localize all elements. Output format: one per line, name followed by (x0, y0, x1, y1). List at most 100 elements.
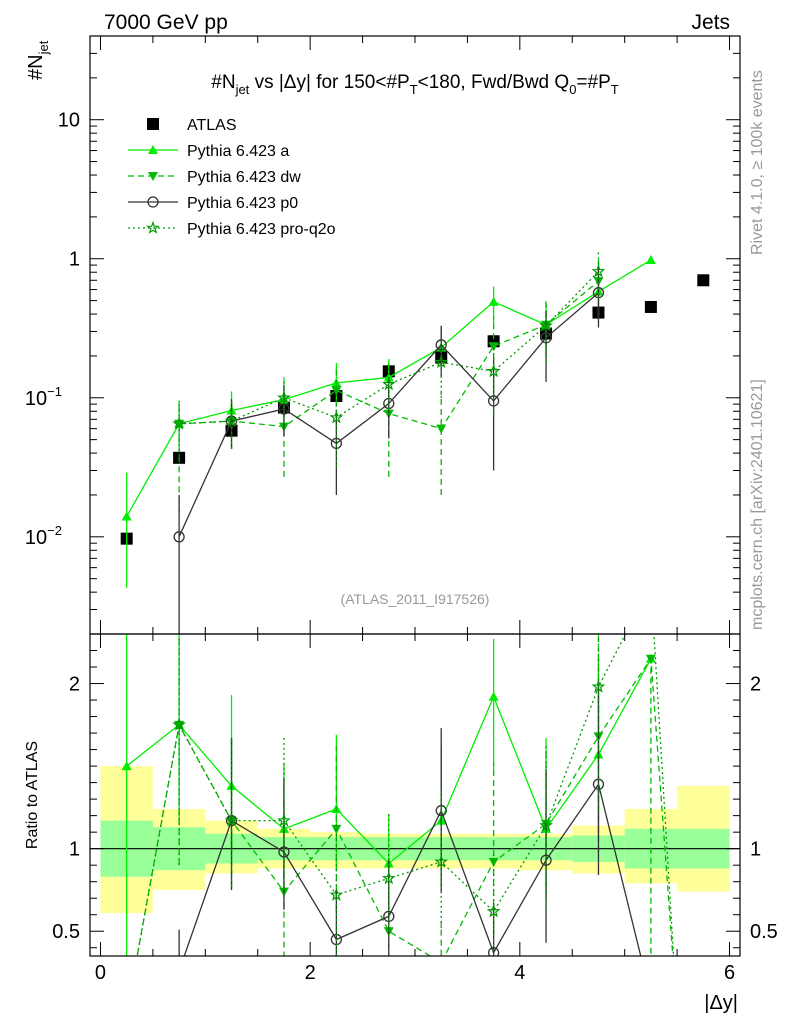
point-pythia_pro_q2o (224, 413, 239, 427)
legend-label-pythia_p0: Pythia 6.423 p0 (187, 195, 298, 212)
title-p-sub: T (410, 82, 418, 97)
ratio-point-pythia_pro_q2o (381, 871, 396, 885)
line-pythia_dw (179, 280, 599, 430)
legend-marker-pythia_pro_q2o (146, 220, 160, 234)
lower-ytick-label-0: 0.5 (52, 921, 80, 943)
point-pythia_p0 (487, 395, 500, 407)
category-label: Jets (691, 11, 730, 34)
xtick-label-1: 2 (305, 962, 316, 984)
upper-ylabel: #Njet (25, 40, 51, 80)
legend-label-pythia_a: Pythia 6.423 a (187, 143, 289, 160)
ratio-ylabel: Ratio to ATLAS (24, 741, 41, 849)
point-pythia_dw (436, 424, 447, 434)
point-pythia_p0 (278, 403, 290, 415)
point-pythia_pro_q2o (381, 376, 396, 391)
series-pythia_pro_q2o (172, 249, 606, 467)
title-q-sub: 0 (569, 82, 576, 97)
legend-label-atlas: ATLAS (187, 117, 237, 134)
ratio-point-pythia_pro_q2o (434, 854, 449, 868)
ratio-point-pythia_pro_q2o (277, 813, 291, 827)
ratio-point-pythia_pro_q2o (224, 813, 239, 827)
mcplots-label: mcplots.cern.ch [arXiv:2401.10621] (749, 379, 766, 630)
ratio-point-pythia_pro_q2o (172, 717, 186, 731)
legend-label-pythia_dw: Pythia 6.423 dw (187, 169, 301, 186)
point-pythia_dw (488, 342, 499, 352)
lower-ytick-label-2: 2 (69, 674, 80, 696)
ratio-point-pythia_p0 (540, 854, 552, 866)
ratio-point-pythia_dw (645, 654, 656, 664)
point-pythia_pro_q2o (172, 416, 186, 430)
upper-ytick-label-2: 1 (69, 249, 80, 271)
xtick-label-3: 6 (724, 962, 735, 984)
upper-ylabel-sub: jet (36, 40, 51, 55)
svg-text:#Njet: #Njet (25, 40, 51, 80)
ratio-series-pythia_dw (136, 634, 674, 956)
upper-data-layer (120, 249, 710, 634)
ratio-line-pythia_dw (136, 656, 674, 956)
ratio-series-pythia_pro_q2o (136, 634, 675, 956)
point-pythia_a (121, 511, 132, 521)
point-pythia_p0 (173, 531, 185, 543)
rivet-version-label: Rivet 4.1.0, ≥ 100k events (749, 70, 766, 255)
upper-axis-ticks: 10−2 10−1 1 10 (25, 36, 740, 634)
xtick-label-0: 0 (95, 962, 106, 984)
point-pythia_pro_q2o (329, 410, 344, 424)
title-p2-sub: T (611, 82, 619, 97)
point-pythia_pro_q2o (277, 390, 291, 404)
legend-marker-pythia_dw (148, 172, 158, 181)
lower-ytick-label-right-2: 2 (750, 674, 761, 696)
ratio-point-pythia_dw (488, 857, 499, 867)
lower-panel-frame (89, 633, 741, 957)
upper-ytick-label-1: 10−1 (25, 384, 62, 410)
point-pythia_pro_q2o (434, 354, 449, 369)
ratio-point-pythia_p0 (278, 846, 290, 858)
ratio-line-pythia_pro_q2o (136, 634, 675, 956)
point-atlas (697, 274, 710, 287)
ratio-point-pythia_p0 (487, 947, 500, 956)
lower-ytick-label-right-1: 1 (750, 839, 761, 861)
title-n: #N (211, 72, 235, 93)
lower-ytick-label-1: 1 (69, 839, 80, 861)
ratio-line-pythia_p0 (183, 782, 642, 956)
point-pythia_a (488, 296, 499, 306)
lower-axis-ticks: 0.5 0.5 1 1 2 2 0 2 4 6 (52, 634, 778, 984)
upper-ytick-label-3: 10 (58, 110, 80, 132)
title-mid2: <180, Fwd/Bwd Q (418, 72, 570, 93)
title-mid: vs |Δy| for 150<#P (249, 72, 409, 93)
legend-label-pythia_pro_q2o: Pythia 6.423 pro-q2o (187, 221, 336, 238)
point-pythia_pro_q2o (486, 364, 501, 378)
lower-ytick-label-right-0: 0.5 (750, 921, 778, 943)
point-pythia_a (383, 372, 394, 382)
point-atlas (644, 300, 657, 313)
ratio-point-pythia_pro_q2o (539, 818, 553, 832)
title-eq: =#P (576, 72, 610, 93)
ratio-point-pythia_p0 (435, 805, 447, 817)
point-pythia_p0 (435, 339, 447, 351)
title-n-sub: jet (235, 82, 250, 97)
legend: ATLAS Pythia 6.423 a Pythia 6.423 dw Pythia… (128, 117, 336, 238)
plot-title: #Njet vs |Δy| for 150<#PT<180, Fwd/Bwd Q… (211, 72, 619, 97)
ratio-point-pythia_a (121, 761, 132, 771)
legend-marker-pythia_p0 (147, 196, 159, 208)
ratio-bands (90, 766, 740, 914)
lower-data-layer (121, 634, 675, 956)
line-pythia_pro_q2o (179, 271, 599, 425)
series-atlas (120, 274, 710, 545)
energy-label: 7000 GeV pp (104, 11, 228, 34)
legend-marker-pythia_a (148, 145, 158, 154)
point-pythia_pro_q2o (591, 264, 606, 278)
ratio-point-pythia_p0 (383, 910, 395, 923)
ratio-point-pythia_a (488, 691, 499, 701)
upper-ytick-label-0: 10−2 (25, 523, 62, 549)
point-pythia_a (645, 254, 656, 264)
point-pythia_pro_q2o (539, 318, 553, 332)
analysis-label: (ATLAS_2011_I917526) (341, 591, 490, 607)
xtick-label-2: 4 (514, 962, 525, 984)
x-axis-label: |Δy| (704, 992, 738, 1014)
ratio-point-pythia_pro_q2o (329, 887, 344, 901)
ratio-point-pythia_pro_q2o (486, 904, 501, 918)
point-pythia_p0 (330, 437, 343, 450)
point-pythia_p0 (540, 332, 552, 344)
ratio-point-pythia_pro_q2o (591, 679, 606, 693)
